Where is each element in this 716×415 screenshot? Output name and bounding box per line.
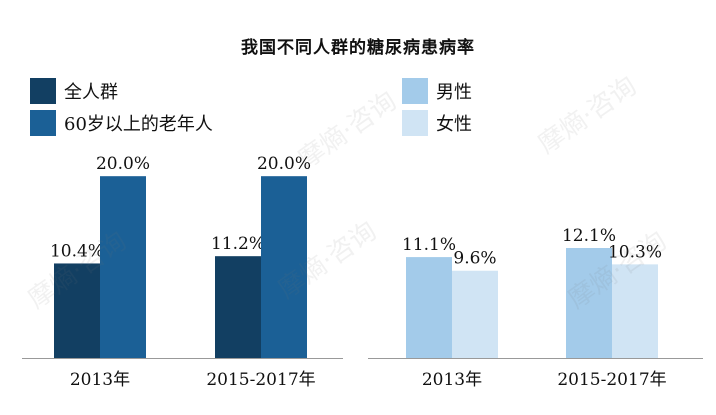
legend-item: 女性 [402,109,472,137]
bar [452,270,498,358]
legend-label: 女性 [436,114,472,135]
data-label: 11.2% [211,234,265,254]
legend-swatch [402,110,428,136]
legend-swatch [30,110,56,136]
legend-item: 全人群 [30,77,213,105]
x-tick-label: 2013年 [70,370,130,390]
x-tick-label: 2015-2017年 [206,370,315,390]
chart-title: 我国不同人群的糖尿病患病率 [241,38,475,58]
legend-label: 男性 [436,82,472,103]
bar [612,264,658,358]
bar [566,248,612,358]
legend-label: 60岁以上的老年人 [64,114,213,135]
bar [261,176,307,358]
data-label: 20.0% [96,154,150,174]
data-label: 11.1% [402,235,456,255]
data-label: 10.4% [50,241,104,261]
legend-label: 全人群 [64,82,118,103]
bar [54,263,100,358]
legend-swatch [30,78,56,104]
x-tick-label: 2013年 [422,370,482,390]
data-label: 12.1% [562,226,616,246]
data-label: 20.0% [257,154,311,174]
data-label: 9.6% [453,249,496,269]
legend-item: 60岁以上的老年人 [30,109,213,137]
bar [215,256,261,358]
legend-left: 全人群 60岁以上的老年人 [30,77,213,141]
legend-right: 男性 女性 [402,77,472,141]
bar [100,176,146,358]
bar [406,257,452,358]
legend-swatch [402,78,428,104]
legend-item: 男性 [402,77,472,105]
data-label: 10.3% [608,242,662,262]
x-tick-label: 2015-2017年 [557,370,666,390]
